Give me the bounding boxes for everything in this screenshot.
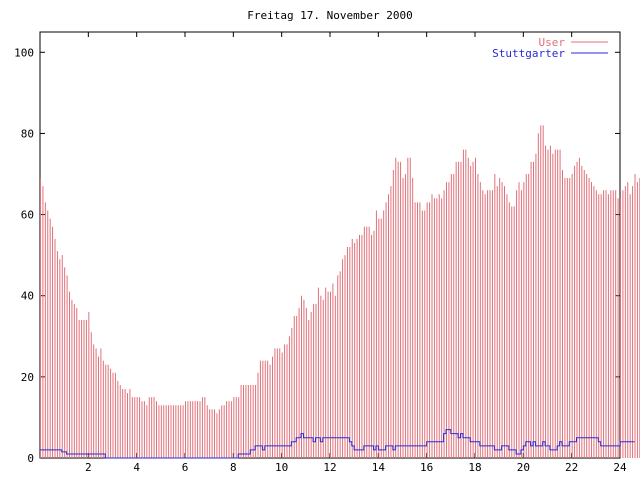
x-tick-label: 24 bbox=[613, 461, 627, 474]
y-tick-label: 60 bbox=[21, 209, 34, 222]
x-tick-label: 16 bbox=[420, 461, 433, 474]
x-tick-label: 14 bbox=[372, 461, 386, 474]
x-tick-label: 8 bbox=[230, 461, 237, 474]
y-tick-label: 80 bbox=[21, 127, 34, 140]
stuttgarter-series bbox=[40, 429, 635, 459]
stuttgarter-line bbox=[40, 429, 635, 459]
legend-label-user: User bbox=[539, 36, 566, 49]
y-tick-label: 40 bbox=[21, 290, 34, 303]
y-axis: 0 20 40 60 80 100 bbox=[14, 46, 620, 465]
x-tick-label: 10 bbox=[275, 461, 288, 474]
x-tick-label: 18 bbox=[468, 461, 481, 474]
chart-title: Freitag 17. November 2000 bbox=[247, 9, 413, 22]
x-tick-label: 22 bbox=[565, 461, 578, 474]
x-tick-label: 12 bbox=[323, 461, 336, 474]
y-tick-label: 100 bbox=[14, 46, 34, 59]
x-tick-label: 20 bbox=[517, 461, 530, 474]
user-series-bars bbox=[40, 125, 640, 458]
x-tick-label: 4 bbox=[133, 461, 140, 474]
x-tick-label: 6 bbox=[182, 461, 189, 474]
y-tick-label: 20 bbox=[21, 371, 34, 384]
y-tick-label: 0 bbox=[27, 452, 34, 465]
x-tick-label: 2 bbox=[85, 461, 92, 474]
legend: User Stuttgarter bbox=[492, 36, 608, 60]
legend-label-stuttgarter: Stuttgarter bbox=[492, 47, 565, 60]
